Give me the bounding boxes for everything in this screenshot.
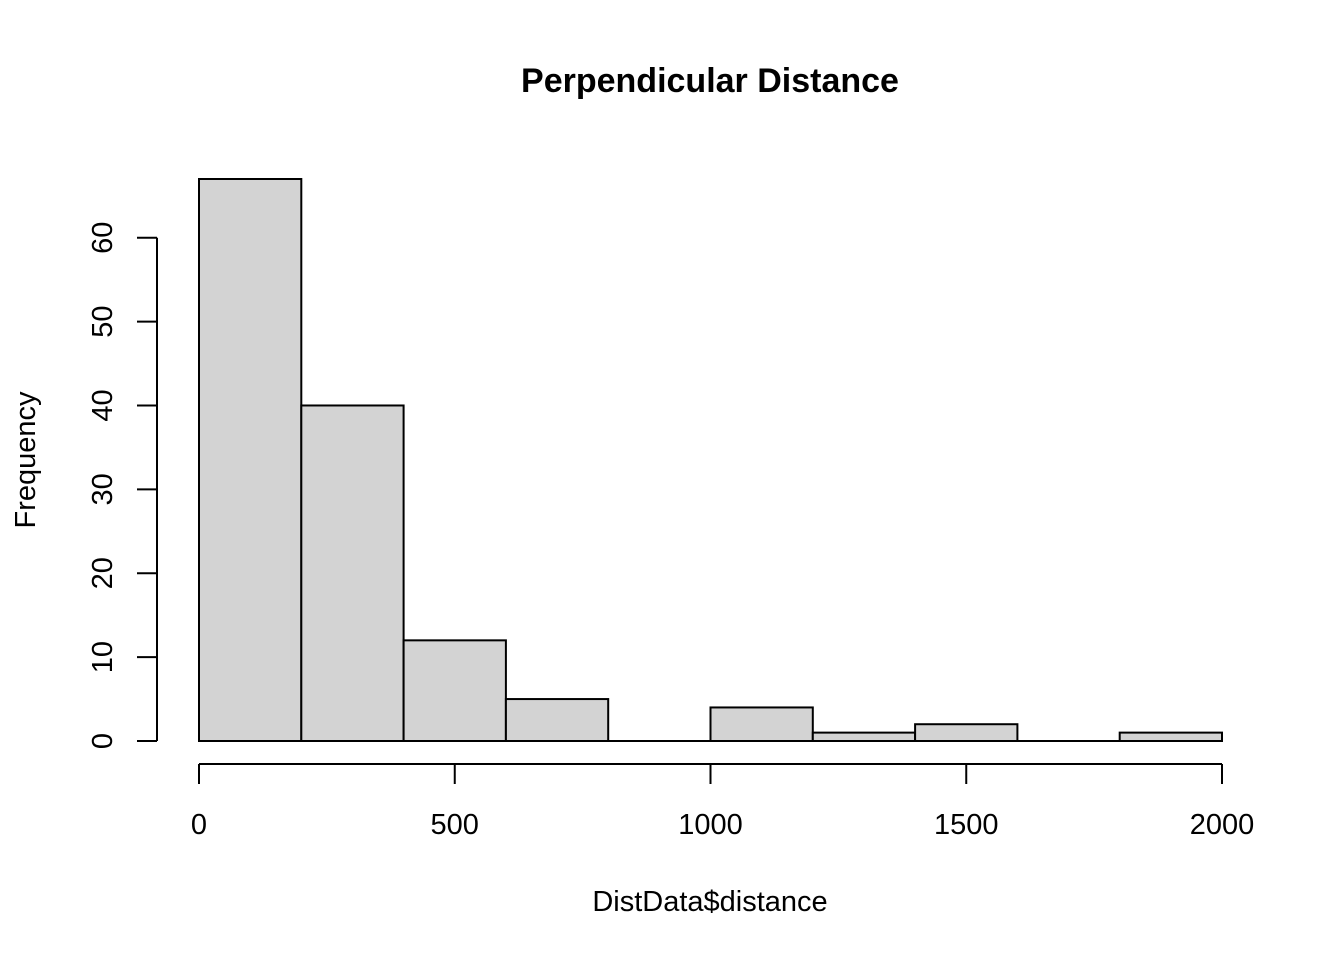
x-axis-title: DistData$distance	[592, 886, 827, 918]
histogram-bar	[198, 178, 303, 742]
y-axis: 0 10 20 30 40 50 60	[87, 222, 158, 749]
bars-group	[198, 178, 1223, 742]
y-tick-label: 0	[87, 733, 119, 749]
x-tick-label: 1000	[678, 809, 743, 841]
chart-title: Perpendicular Distance	[521, 62, 899, 100]
y-tick-label: 30	[87, 473, 119, 505]
histogram-bar	[300, 404, 405, 742]
histogram-bar	[402, 639, 507, 742]
y-tick-label: 40	[87, 389, 119, 421]
y-tick-label: 60	[87, 222, 119, 254]
histogram-bar	[811, 731, 917, 742]
y-tick-label: 50	[87, 305, 119, 337]
y-tick-label: 10	[87, 641, 119, 673]
x-tick-label: 0	[191, 809, 207, 841]
histogram-bar	[914, 723, 1019, 742]
x-tick-label: 1500	[934, 809, 999, 841]
x-axis: 0 500 1000 1500 2000	[191, 763, 1255, 841]
histogram-bar	[709, 706, 814, 742]
x-tick-label: 2000	[1190, 809, 1255, 841]
y-tick-label: 20	[87, 557, 119, 589]
histogram-bar	[1118, 731, 1223, 742]
x-tick-label: 500	[431, 809, 479, 841]
y-axis-title: Frequency	[10, 391, 42, 529]
histogram-bar	[504, 698, 610, 742]
